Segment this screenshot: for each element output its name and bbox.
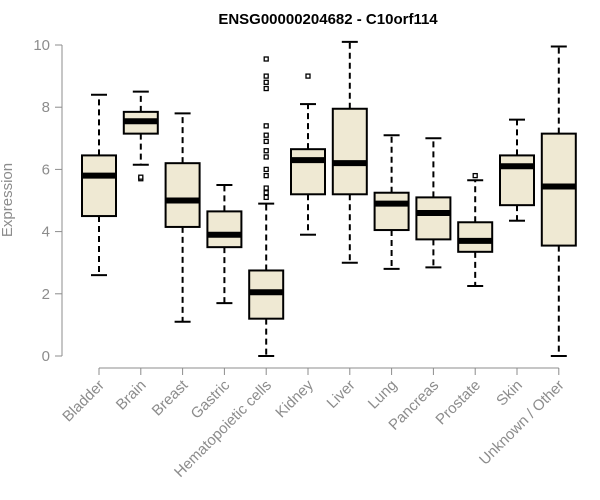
outlier-point	[263, 123, 269, 129]
box-bladder	[81, 93, 117, 277]
x-tick-label: Liver	[324, 377, 359, 412]
iqr-box	[290, 148, 326, 196]
iqr-box	[206, 210, 243, 249]
y-tick-label: 8	[42, 99, 50, 116]
iqr-box	[499, 154, 535, 207]
iqr-box	[81, 154, 117, 218]
x-tick-label: Bladder	[59, 377, 108, 426]
box-hematopoietic-cells	[248, 56, 285, 357]
y-tick-label: 4	[42, 224, 50, 241]
iqr-box	[331, 107, 368, 196]
iqr-box	[373, 191, 410, 232]
outlier-point	[263, 132, 269, 138]
iqr-box	[457, 221, 494, 253]
outlier-point	[263, 85, 269, 92]
x-tick-label: Lung	[365, 377, 401, 413]
iqr-box	[164, 162, 201, 228]
box-series	[81, 40, 577, 357]
y-tick-label: 0	[42, 348, 50, 365]
box-unknown-other	[540, 45, 577, 357]
box-gastric	[206, 183, 243, 305]
box-skin	[499, 118, 535, 222]
box-lung	[373, 134, 410, 270]
outlier-point	[472, 172, 478, 179]
y-axis-label: Expression	[0, 163, 16, 237]
outlier-point	[263, 79, 269, 85]
y-tick-label: 2	[42, 286, 50, 303]
chart-title: ENSG00000204682 - C10orf114	[218, 11, 438, 28]
outlier-point	[263, 194, 269, 201]
outlier-point	[263, 154, 269, 160]
outlier-point	[263, 56, 269, 62]
x-tick-label: Brain	[113, 377, 150, 414]
outlier-point	[263, 185, 269, 191]
outlier-point	[263, 166, 269, 173]
y-tick-label: 10	[33, 37, 50, 54]
box-breast	[164, 112, 201, 323]
x-tick-label: Skin	[493, 377, 526, 410]
x-tick-label: Prostate	[432, 377, 484, 429]
outlier-point	[138, 174, 144, 180]
outlier-point	[263, 148, 269, 154]
outlier-point	[263, 138, 269, 145]
box-brain	[122, 90, 159, 182]
iqr-box	[540, 132, 577, 247]
x-tick-label: Kidney	[272, 376, 317, 421]
y-tick-label: 6	[42, 161, 50, 178]
box-kidney	[290, 73, 326, 236]
iqr-box	[415, 196, 452, 241]
y-axis: 0 2 4 6 8 10	[33, 37, 63, 365]
box-prostate	[457, 172, 494, 288]
outlier-point	[263, 190, 269, 196]
outlier-point	[263, 172, 269, 179]
box-liver	[331, 40, 368, 264]
outlier-point	[263, 73, 269, 79]
box-pancreas	[415, 137, 452, 269]
outlier-point	[305, 73, 311, 79]
x-tick-label: Breast	[149, 376, 192, 419]
